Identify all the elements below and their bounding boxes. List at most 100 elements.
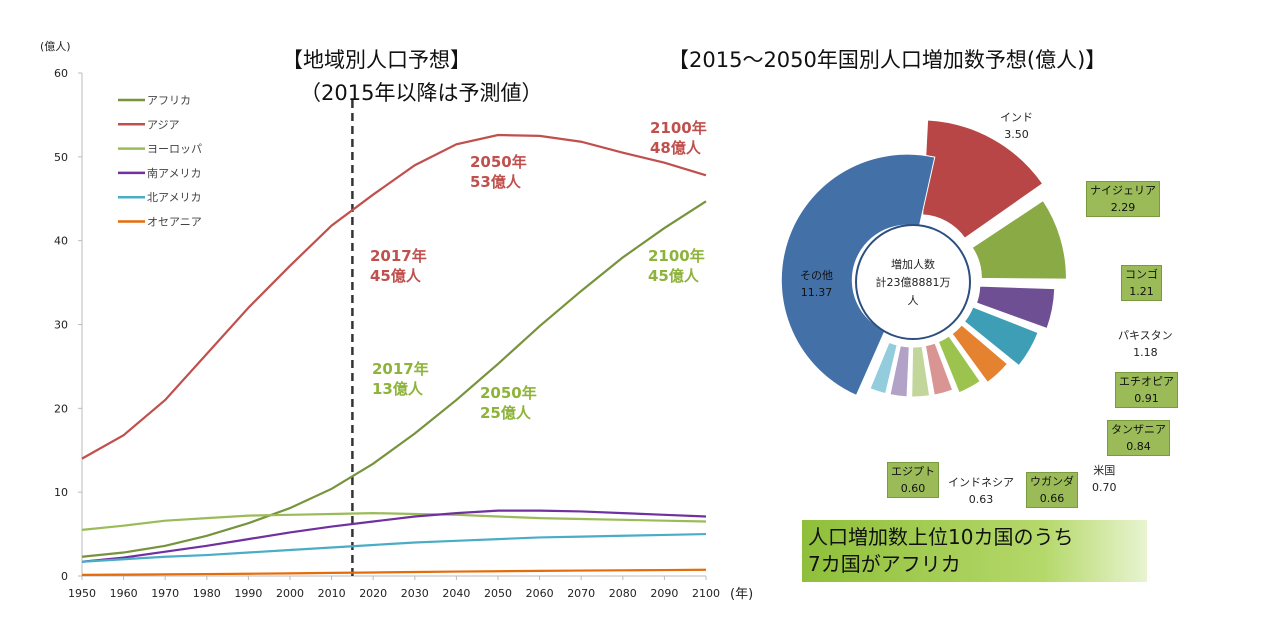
annotation-year: 2100年	[648, 247, 705, 265]
x-tick-label: 2070	[567, 587, 595, 600]
pie-label-name: パキスタン	[1118, 329, 1173, 342]
series-line-1	[81, 133, 707, 460]
x-tick-label: 1990	[234, 587, 262, 600]
pie-slice-3	[963, 306, 1039, 367]
legend-label: アジア	[147, 118, 180, 131]
x-tick-label: 1970	[151, 587, 179, 600]
x-axis-label: (年)	[730, 587, 753, 602]
annotation-value: 45億人	[648, 267, 700, 285]
line-chart-subtitle: （2015年以降は予測値）	[300, 81, 542, 105]
pie-label-value: 0.63	[968, 493, 994, 506]
pie-label-value: 2.29	[1110, 201, 1136, 214]
y-tick-label: 60	[54, 67, 68, 80]
series-line-3	[81, 509, 707, 563]
series-line-5	[81, 568, 707, 577]
x-tick-label: 1960	[110, 587, 138, 600]
pie-chart-title: 【2015～2050年国別人口増加数予想(億人)】	[668, 48, 1106, 72]
y-tick-label: 20	[54, 402, 68, 415]
annotation-year: 2050年	[470, 153, 527, 171]
pie-slice-9	[869, 341, 898, 395]
pie-label: エチオピア 0.91	[1115, 372, 1178, 408]
y-tick-label: 50	[54, 151, 68, 164]
pie-label-name: ウガンダ	[1030, 475, 1074, 488]
legend-label: アフリカ	[147, 94, 191, 107]
pie-label-name: インドネシア	[948, 476, 1014, 489]
x-tick-label: 2100	[692, 587, 720, 600]
legend-label: オセアニア	[147, 216, 202, 229]
legend-label: 北アメリカ	[147, 191, 201, 204]
pie-slice-2	[975, 285, 1056, 330]
pie-label-value: 1.18	[1133, 346, 1158, 359]
legend-label: 南アメリカ	[147, 167, 201, 180]
y-tick-label: 30	[54, 319, 68, 332]
x-tick-label: 2030	[401, 587, 429, 600]
x-tick-label: 2080	[609, 587, 637, 600]
annotation-value: 48億人	[650, 139, 702, 157]
x-tick-label: 2090	[650, 587, 678, 600]
pie-label-name: インド	[1000, 111, 1033, 124]
pie-center-line3: 人	[908, 294, 919, 307]
pie-label-value: 0.60	[900, 482, 926, 495]
legend-label: ヨーロッパ	[147, 143, 202, 156]
pie-label-name: タンザニア	[1111, 423, 1166, 436]
annotation-value: 53億人	[470, 173, 522, 191]
pie-label-name: 米国	[1093, 464, 1116, 477]
pie-slice-0	[922, 119, 1044, 239]
series-line-4	[81, 532, 707, 563]
pie-slice-10	[780, 153, 936, 397]
x-tick-label: 2000	[276, 587, 304, 600]
x-tick-label: 2040	[442, 587, 470, 600]
pie-slice-8	[889, 345, 910, 398]
y-tick-label: 40	[54, 235, 68, 248]
pie-label: インドネシア 0.63	[948, 474, 1014, 508]
pie-label-value: 11.37	[800, 286, 833, 299]
pie-label-name: コンゴ	[1125, 268, 1158, 281]
annotation-value: 13億人	[372, 380, 424, 398]
pie-slice-7	[911, 345, 931, 398]
pie-label: インド 3.50	[1000, 109, 1033, 143]
pie-label-value: 0.66	[1039, 492, 1065, 505]
pie-slice-6	[924, 342, 954, 396]
pie-label: エジプト 0.60	[887, 462, 939, 498]
pie-label-name: ナイジェリア	[1090, 184, 1156, 197]
pie-label-value: 3.50	[1004, 128, 1029, 141]
pie-label: パキスタン 1.18	[1118, 327, 1173, 361]
x-tick-label: 1950	[68, 587, 96, 600]
pie-label-value: 0.70	[1092, 481, 1117, 494]
y-tick-label: 0	[61, 570, 68, 583]
pie-label: コンゴ 1.21	[1121, 265, 1162, 301]
pie-slice-5	[937, 335, 981, 394]
pie-label-name: エジプト	[891, 465, 935, 478]
pie-label: ウガンダ 0.66	[1026, 472, 1078, 508]
annotation-year: 2100年	[650, 119, 707, 137]
x-tick-label: 2010	[318, 587, 346, 600]
pie-label-value: 0.84	[1126, 440, 1151, 453]
pie-slice-4	[951, 324, 1009, 383]
y-axis-label: (億人)	[40, 40, 71, 53]
x-tick-label: 2020	[359, 587, 387, 600]
pie-center-line2: 計23億8881万	[876, 275, 951, 289]
annotation-value: 25億人	[480, 404, 532, 422]
series-line-2	[81, 512, 707, 531]
pie-label-name: エチオピア	[1119, 375, 1174, 388]
series-line-0	[81, 200, 707, 558]
pie-label-name: その他	[800, 269, 833, 282]
annotation-year: 2017年	[372, 360, 429, 378]
line-chart-title: 【地域別人口予想】	[282, 48, 471, 72]
x-tick-label: 2060	[526, 587, 554, 600]
x-tick-label: 2050	[484, 587, 512, 600]
callout-box: 人口増加数上位10カ国のうち 7カ国がアフリカ	[802, 520, 1147, 582]
pie-label-value: 1.21	[1129, 285, 1154, 298]
pie-center-circle	[855, 224, 971, 340]
y-tick-label: 10	[54, 486, 68, 499]
x-tick-label: 1980	[193, 587, 221, 600]
annotation-year: 2050年	[480, 384, 537, 402]
pie-label-value: 0.91	[1134, 392, 1159, 405]
pie-slice-1	[971, 199, 1067, 280]
pie-label: ナイジェリア 2.29	[1086, 181, 1160, 217]
pie-label: 米国 0.70	[1092, 462, 1117, 496]
callout-line1: 人口増加数上位10カ国のうち	[808, 525, 1074, 549]
callout-line2: 7カ国がアフリカ	[808, 552, 961, 576]
